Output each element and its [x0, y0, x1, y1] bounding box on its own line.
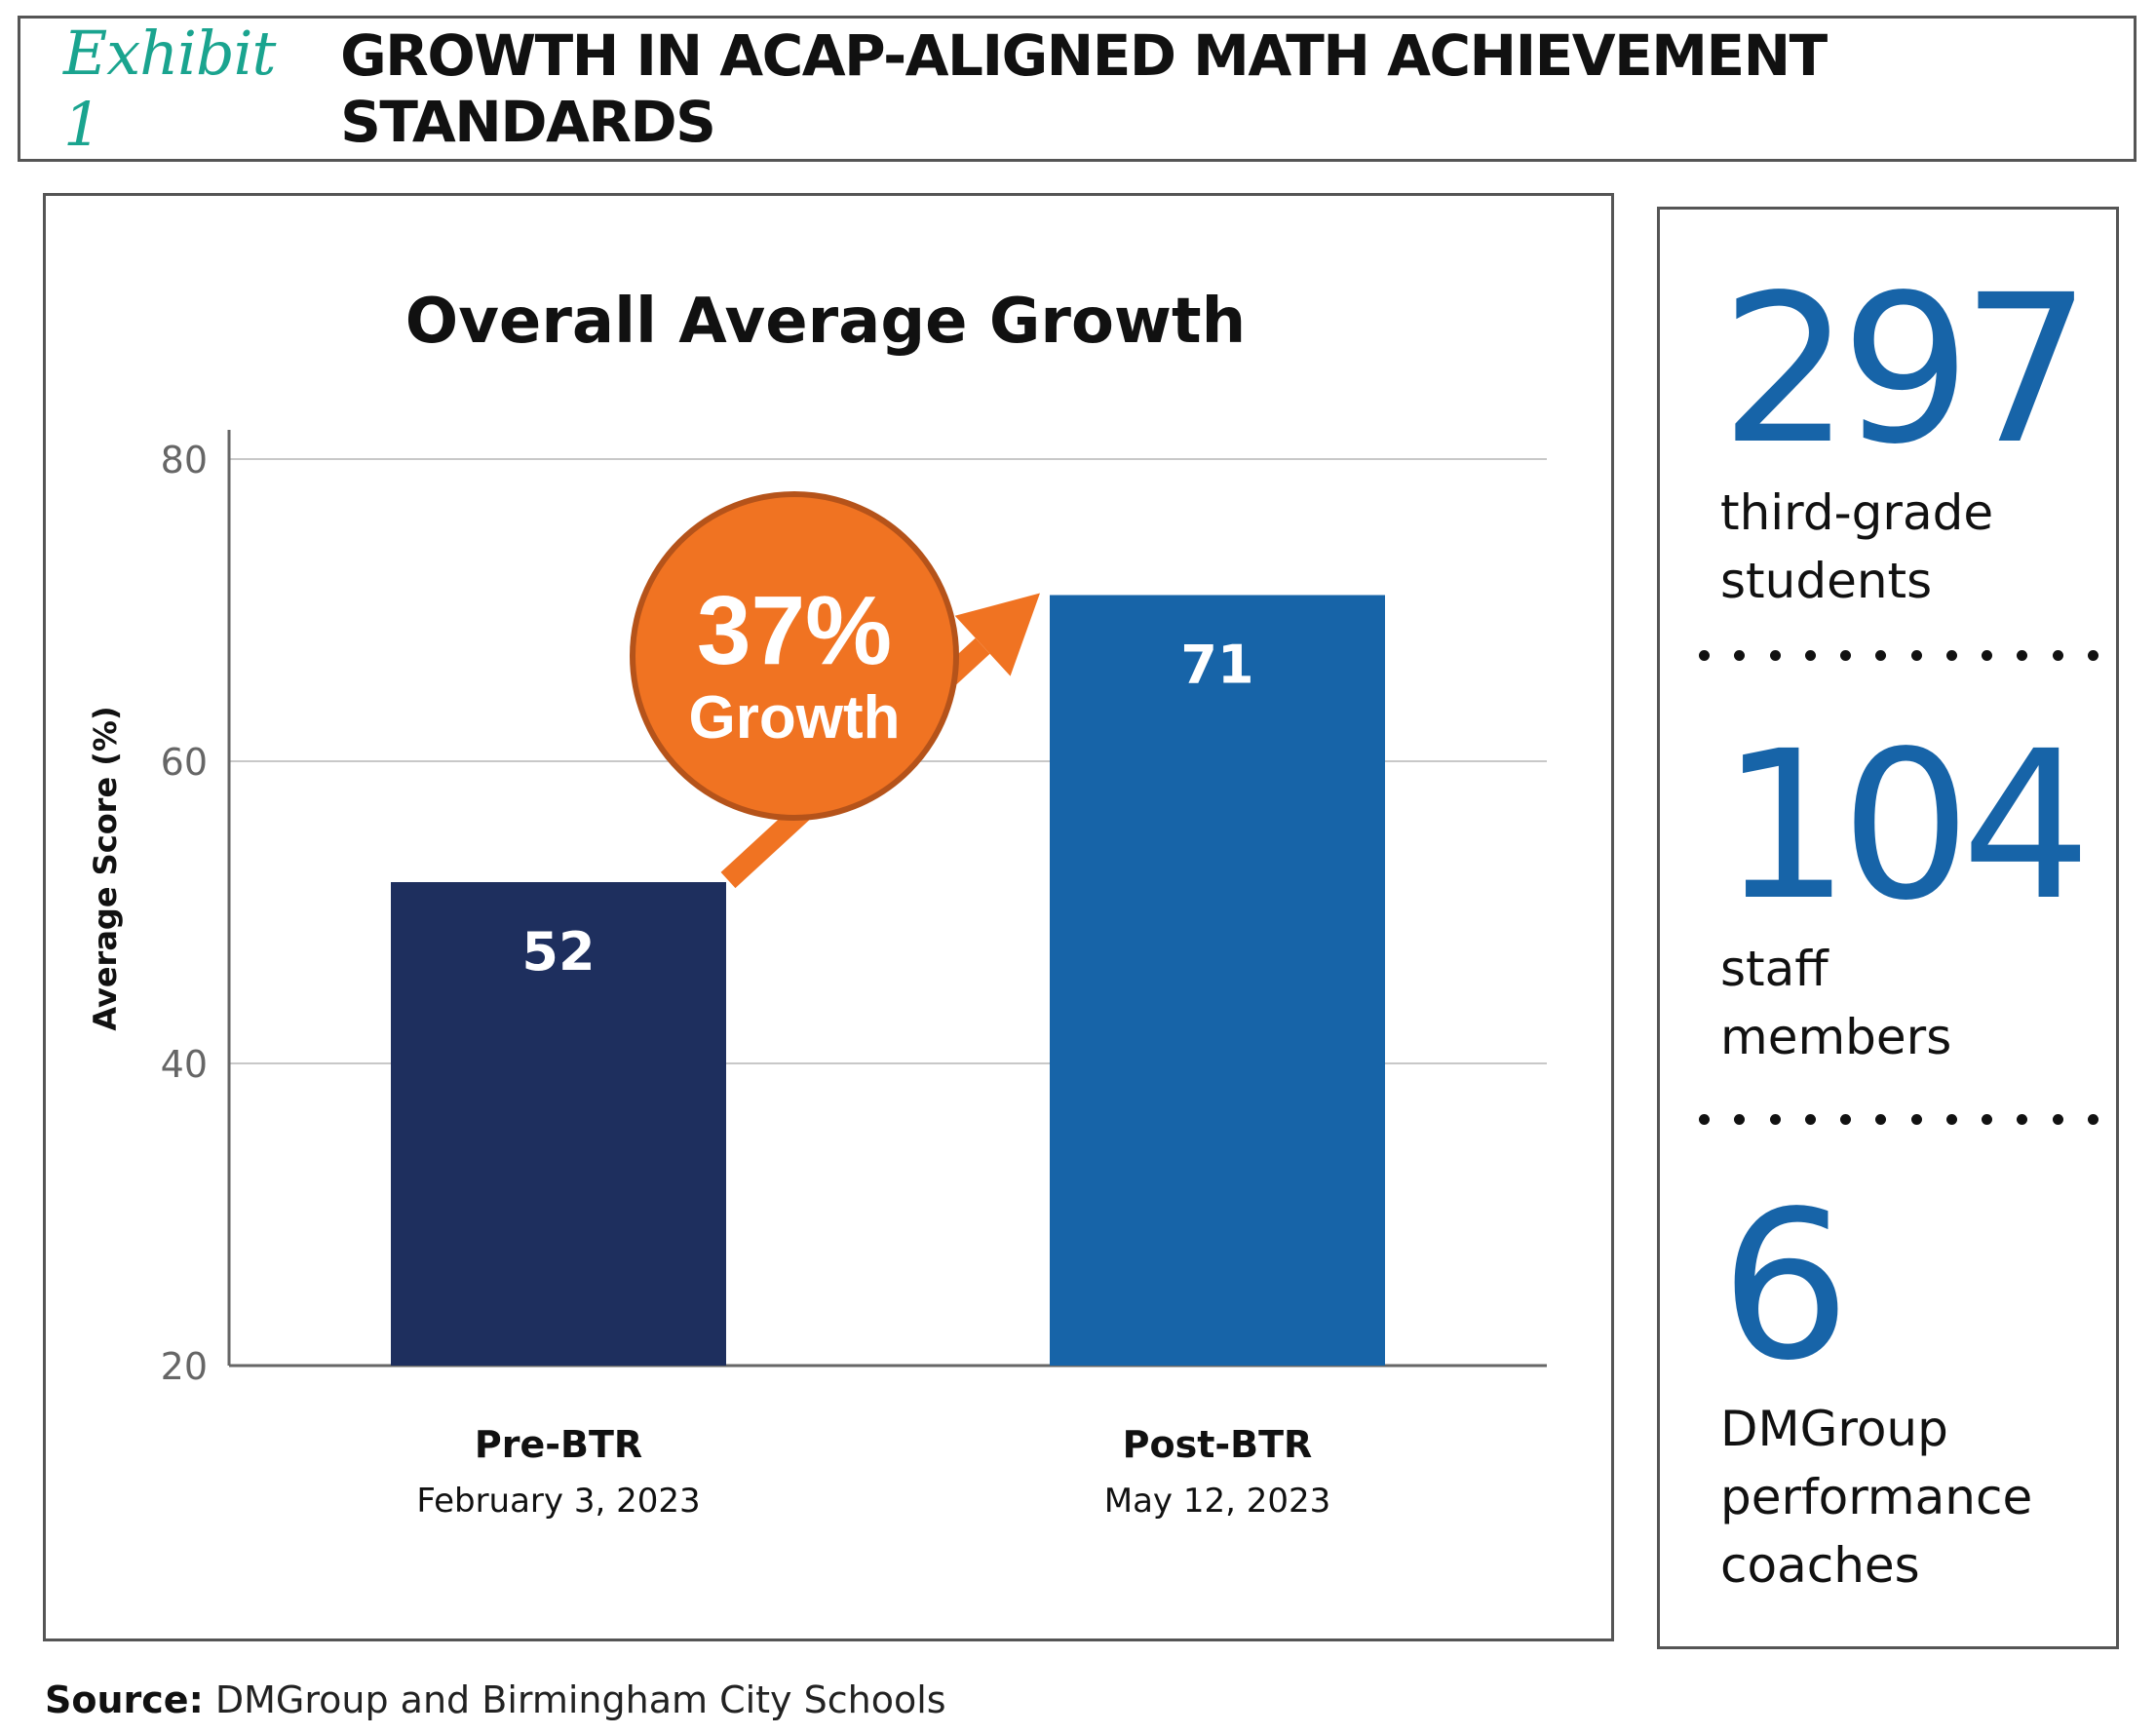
chart-title: Overall Average Growth [405, 286, 1246, 358]
y-tick-label: 60 [161, 741, 208, 784]
source-note: Source: DMGroup and Birmingham City Scho… [45, 1678, 946, 1721]
exhibit-header: Exhibit 1 GROWTH IN ACAP-ALIGNED MATH AC… [18, 16, 2137, 162]
growth-percent: 37% [697, 576, 892, 685]
stat-staff: 104 staff members [1720, 707, 2092, 1071]
bar-data-label: 52 [521, 921, 595, 983]
stat-coaches: 6 DMGroup performance coaches [1720, 1184, 2032, 1600]
chart-panel: Overall Average Growth 20 40 60 80 52 Pre-BT… [43, 193, 1614, 1641]
x-category-label: Post-BTR [1123, 1423, 1313, 1466]
y-axis-label: Average Score (%) [87, 706, 124, 1030]
growth-label: Growth [689, 684, 901, 752]
dotted-divider [1699, 1114, 2098, 1126]
bar [391, 882, 726, 1366]
stat-number: 6 [1720, 1167, 1851, 1406]
y-tick-label: 40 [161, 1043, 208, 1086]
bar-data-label: 71 [1180, 635, 1253, 696]
stat-label: DMGroup performance coaches [1720, 1401, 2033, 1594]
x-category-date: February 3, 2023 [416, 1482, 700, 1521]
y-tick-label: 20 [161, 1345, 208, 1388]
bar-chart: Overall Average Growth 20 40 60 80 52 Pre-BT… [87, 286, 1547, 1521]
stat-students: 297 third-grade students [1720, 251, 2092, 615]
y-tick-label: 80 [161, 439, 208, 482]
dotted-divider [1699, 650, 2098, 662]
growth-badge [630, 491, 959, 821]
x-category-date: May 12, 2023 [1104, 1482, 1331, 1521]
source-label: Source: [45, 1678, 204, 1721]
stat-number: 104 [1720, 707, 2092, 945]
stat-label: staff members [1720, 941, 1952, 1065]
source-text: DMGroup and Birmingham City Schools [214, 1678, 946, 1721]
exhibit-title: GROWTH IN ACAP-ALIGNED MATH ACHIEVEMENT … [340, 22, 1828, 155]
bar [1050, 595, 1385, 1366]
growth-arrow-head [954, 593, 1040, 676]
stat-label: third-grade students [1720, 484, 1994, 609]
x-category-label: Pre-BTR [475, 1423, 642, 1466]
exhibit-label: Exhibit 1 [63, 18, 276, 160]
stats-panel: 297 third-grade students 104 staff membe… [1657, 207, 2119, 1649]
stat-number: 297 [1720, 251, 2092, 489]
